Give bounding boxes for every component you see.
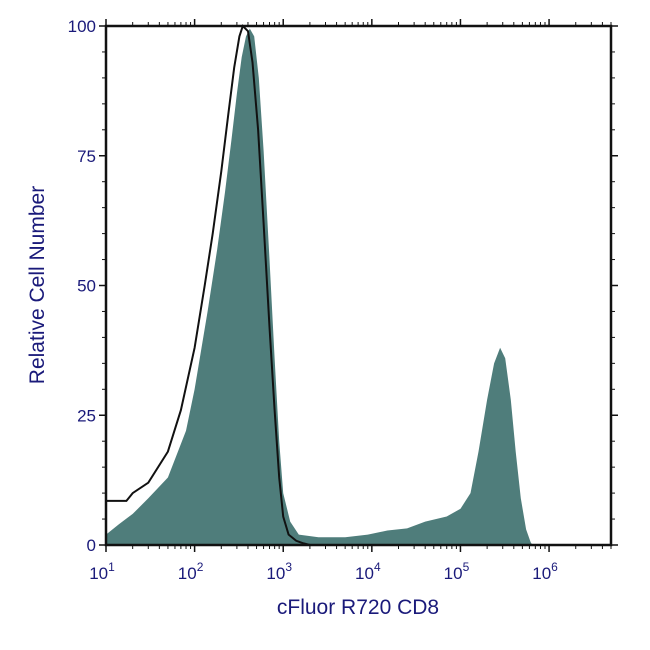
y-tick-label: 100: [68, 17, 96, 36]
filled-histogram-series: [106, 28, 533, 546]
x-tick-label: 103: [266, 560, 292, 583]
x-tick-base: 10: [89, 564, 108, 583]
x-tick-base: 10: [355, 564, 374, 583]
x-tick-label: 106: [532, 560, 558, 583]
y-tick-label: 50: [77, 277, 96, 296]
y-axis-title: Relative Cell Number: [26, 186, 49, 384]
x-tick-exponent: 3: [285, 560, 292, 574]
x-tick-label: 102: [178, 560, 204, 583]
y-tick-label: 25: [77, 406, 96, 425]
outline-histogram-series: [106, 24, 311, 546]
y-tick-label: 75: [77, 147, 96, 166]
x-tick-exponent: 4: [374, 560, 381, 574]
x-tick-base: 10: [178, 564, 197, 583]
x-tick-base: 10: [532, 564, 551, 583]
x-tick-exponent: 5: [463, 560, 470, 574]
x-tick-base: 10: [444, 564, 463, 583]
x-tick-base: 10: [266, 564, 285, 583]
x-tick-exponent: 6: [551, 560, 558, 574]
x-tick-label: 104: [355, 560, 381, 583]
y-tick-label: 0: [87, 536, 96, 555]
x-axis-title: cFluor R720 CD8: [277, 596, 439, 619]
x-tick-label: 101: [89, 560, 115, 583]
x-tick-exponent: 1: [108, 560, 115, 574]
x-tick-label: 105: [444, 560, 470, 583]
x-tick-exponent: 2: [197, 560, 204, 574]
